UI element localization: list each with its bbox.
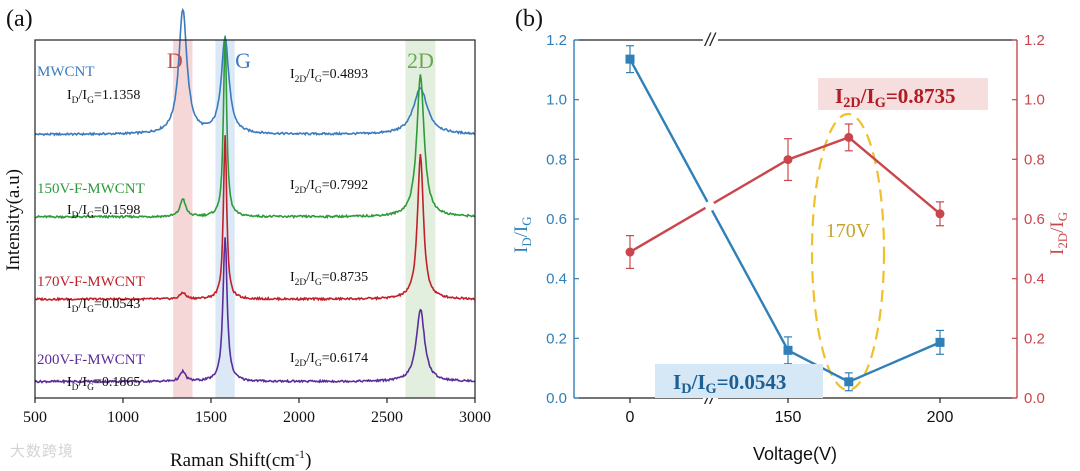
i2d-ig-highlight-text: I2D/IG=0.8735 [835,84,956,111]
band-label-d: D [167,48,183,73]
i2d-ig-ratio-label: I2D/IG=0.6174 [290,351,368,369]
series-name-label: 150V-F-MWCNT [37,181,145,197]
data-point-square [935,337,945,347]
panel-b-label: (b) [515,6,543,32]
data-point-circle [783,155,793,165]
right-y-tick-label: 0.0 [1024,390,1045,407]
panel-a-x-axis-label: Raman Shift(cm-1) [170,447,311,471]
panel-a-label: (a) [6,6,33,32]
left-y-tick-label: 1.2 [546,32,567,49]
x-tick-label-3000: 3000 [459,409,491,426]
panel-a-band-highlights [173,40,436,398]
data-point-square [844,377,854,387]
left-y-tick-label: 0.0 [546,390,567,407]
right-y-tick-label: 1.0 [1024,92,1045,109]
watermark-text: 大数跨境 [10,443,75,460]
panel-a-annotations: MWCNT ID/IG=1.1358 I2D/IG=0.4893 150V-F-MWC… [37,64,368,393]
x-tick-label-200: 200 [927,409,954,426]
band-label-2d: 2D [407,48,434,73]
panel-a-spectra [34,7,476,385]
id-ig-ratio-label: ID/IG=0.1598 [67,203,140,221]
right-y-tick-label: 0.2 [1024,330,1045,347]
axis-break-mark: // [703,30,717,50]
x-tick-label-1500: 1500 [195,409,227,426]
left-y-tick-label: 0.6 [546,211,567,228]
right-y-tick-label: 0.4 [1024,271,1045,288]
right-y-axis-label-text: I2D/IG [1047,212,1070,255]
id-ig-ratio-label: ID/IG=1.1358 [67,88,140,106]
x-tick-label-2000: 2000 [283,409,315,426]
data-point-circle [625,247,635,257]
data-point-circle [935,209,945,219]
panel-b-plot: ////0.00.00.20.20.40.40.60.60.80.81.01.0… [511,30,1070,464]
series-line-i2d-ig [629,136,941,254]
data-point-square [625,54,635,64]
id-ig-highlight-box [655,364,823,398]
x-tick-label-500: 500 [23,409,47,426]
i2d-ig-ratio-label: I2D/IG=0.7992 [290,178,368,196]
i2d-ig-ratio-label: I2D/IG=0.8735 [290,270,368,288]
panel-a-band-labels: D G 2D [167,48,434,73]
panel-b-x-axis-label: Voltage(V) [753,444,837,464]
x-tick-label-150: 150 [775,409,802,426]
data-point-square [783,345,793,355]
band-label-g: G [235,48,251,73]
i2d-ig-highlight-box [818,78,988,110]
panel-b-left-y-axis-label: ID/IG [511,216,534,253]
highlight-voltage-label: 170V [826,220,871,242]
panel-a-y-axis-label: Intensity(a.u) [3,169,24,271]
left-y-axis-label-text: ID/IG [511,216,534,253]
id-ig-ratio-label: ID/IG=0.0543 [67,297,140,315]
i2d-ig-ratio-label: I2D/IG=0.4893 [290,67,368,85]
left-y-tick-label: 0.4 [546,271,567,288]
left-y-tick-label: 0.2 [546,330,567,347]
x-tick-label-2500: 2500 [371,409,403,426]
right-y-tick-label: 1.2 [1024,32,1045,49]
line-crossing-gap [705,201,715,211]
spectrum-line-200v-f-mwcnt [34,237,476,385]
left-y-tick-label: 0.8 [546,151,567,168]
x-tick-label-0: 0 [626,409,635,426]
id-ig-ratio-label: ID/IG=0.1865 [67,375,140,393]
id-ig-highlight-text: ID/IG=0.0543 [673,370,786,397]
panel-a-x-ticks: 500 1000 1500 2000 2500 3000 [23,398,491,426]
left-y-tick-label: 1.0 [546,92,567,109]
series-name-label: 170V-F-MWCNT [37,274,145,290]
panel-a-frame [34,39,476,399]
right-y-tick-label: 0.8 [1024,151,1045,168]
band-highlight-g [215,40,235,398]
x-tick-label-1000: 1000 [107,409,139,426]
spectrum-line-mwcnt [34,7,476,137]
panel-b-right-y-axis-label: I2D/IG [1047,212,1070,255]
series-name-label: MWCNT [37,64,95,80]
series-name-label: 200V-F-MWCNT [37,352,145,368]
data-point-circle [844,132,854,142]
spectrum-line-170v-f-mwcnt [34,135,476,302]
right-y-tick-label: 0.6 [1024,211,1045,228]
band-highlight-d [173,40,193,398]
band-highlight-2d [405,40,436,398]
highlight-ellipse-170v [810,112,886,392]
spectrum-line-150v-f-mwcnt [34,36,476,220]
